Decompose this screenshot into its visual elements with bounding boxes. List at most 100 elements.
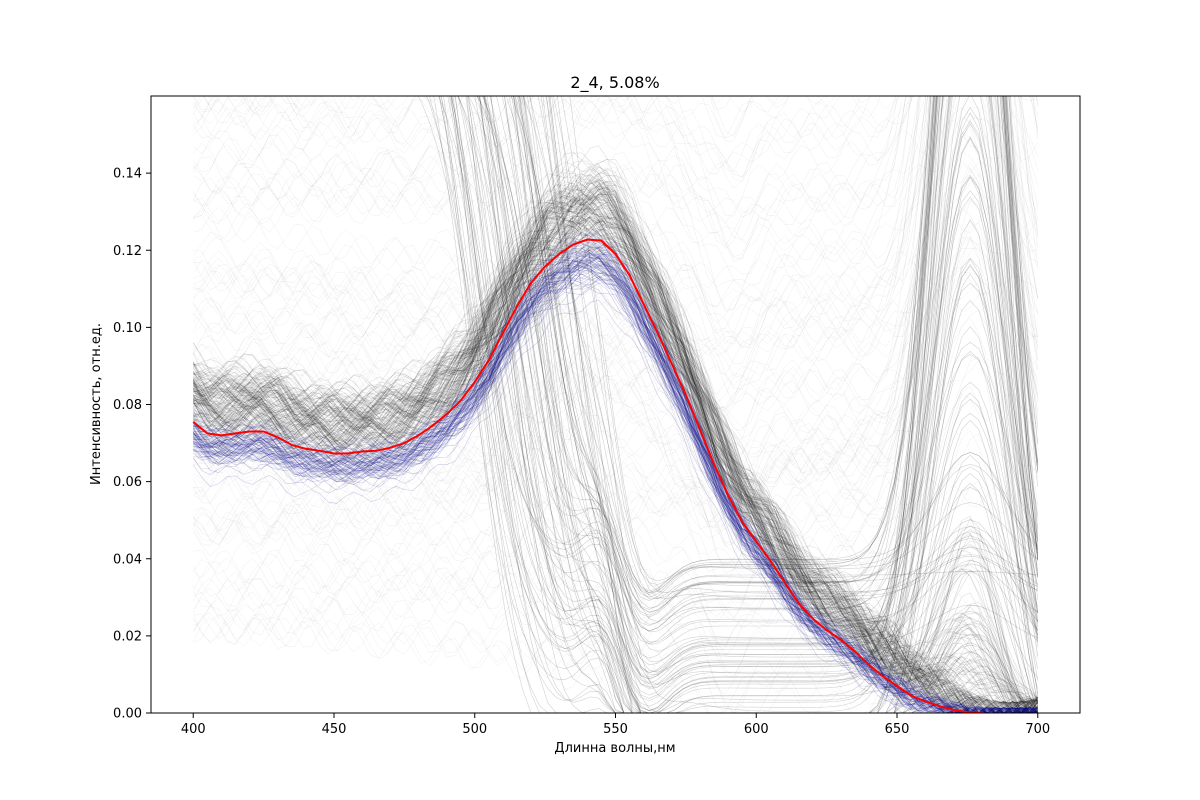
spectrum-line [193,196,1039,713]
spectrum-line [192,152,1038,713]
spectrum-line [192,191,1038,713]
spectrum-line [192,96,1039,426]
spectrum-line [192,96,828,142]
spectrum-line [514,96,1039,609]
spectrum-line [510,96,1039,673]
spectrum-line [193,173,1038,713]
spectrum-line [193,200,1039,713]
spectrum-line [193,96,755,222]
spectrum-line [193,188,1039,713]
selected-spectrum-line [192,257,1038,713]
spectrum-line [192,211,1038,713]
selected-spectrum-line [193,260,1038,713]
spectrum-line [483,96,1039,659]
spectrum-line [192,96,1039,544]
spectrum-line [193,215,1039,699]
spectrum-line [474,96,1039,673]
spectrum-line [193,164,1039,546]
spectrum-line [548,96,1039,713]
spectrum-line [193,229,1038,704]
y-tick-label: 0.04 [113,552,142,567]
spectrum-line [523,96,1039,713]
spectrum-line [192,96,1039,369]
spectrum-line [192,215,1038,713]
spectrum-line [192,251,1038,713]
selected-spectrum-line [193,239,1038,713]
selected-spectrum-line [192,265,1038,713]
spectrum-line [193,180,1039,702]
spectrum-line [192,215,1038,713]
spectrum-line [193,366,1039,550]
spectrum-line [192,248,1038,713]
spectrum-line [193,184,1039,713]
spectrum-line [193,96,1039,413]
spectrum-line [192,237,1038,713]
spectrum-line [527,96,1039,645]
spectrum-line [193,96,1039,629]
spectrum-line [193,165,1038,700]
spectrum-line [479,96,1039,680]
spectrum-line [193,96,1039,360]
spectrum-line [193,168,1038,699]
spectrum-line [192,198,1038,713]
spectrum-line [193,207,1038,702]
spectrum-line [192,220,1038,713]
spectrum-line [549,96,1039,713]
spectrum-line [193,172,1039,713]
spectrum-line [192,173,1038,713]
spectrum-line [551,96,1038,582]
selected-spectrum-line [192,245,1038,713]
spectrum-line [192,565,1038,713]
spectrum-line [192,197,1038,713]
spectrum-line [193,256,1038,707]
spectrum-line [193,195,1039,713]
spectrum-line [438,96,1039,645]
spectrum-line [193,193,1039,712]
spectrum-line [192,96,1039,486]
selected-spectrum-line [193,278,1038,713]
spectrum-line [192,242,1038,713]
spectrum-line [193,161,1038,413]
spectrum-line [540,96,1039,713]
spectrum-line [192,211,1038,713]
spectrum-line [192,223,1038,713]
selected-spectrum-line [192,247,1038,713]
spectrum-line [193,209,1039,713]
spectrum-line [483,96,1039,613]
spectrum-line [193,96,900,195]
spectrum-line [483,96,1038,632]
selected-spectrum-line [192,252,1038,713]
selected-spectrum-line [192,241,1038,713]
x-tick-label: 550 [603,722,628,737]
spectrum-line [433,96,1039,713]
spectrum-line [523,96,1039,713]
spectrum-line [452,96,1039,713]
spectrum-line [193,217,1039,713]
spectrum-line [192,96,1038,217]
spectrum-line [193,202,1038,713]
spectrum-line [193,193,1039,713]
spectrum-line [193,96,1039,500]
spectrum-line [468,96,1039,713]
spectrum-line [193,96,1039,399]
spectrum-line [457,96,1038,616]
selected-spectrum-line [193,266,1038,713]
spectrum-line [193,237,1039,639]
spectrum-line [192,187,1039,713]
spectrum-line [192,248,1038,554]
spectrum-line [438,96,1039,713]
spectrum-line [192,187,1039,713]
spectrum-line [192,254,1038,713]
spectrum-line [504,96,1039,592]
spectrum-line [477,96,1039,598]
spectrum-line [193,175,1039,713]
x-tick-label: 400 [181,722,206,737]
selected-spectrum-line [192,232,1038,713]
spectrum-line [193,185,1039,713]
spectrum-line [519,96,1039,713]
spectrum-line [192,96,907,399]
spectrum-line [193,266,1038,378]
spectrum-line [192,186,1038,713]
spectrum-line [193,96,1039,345]
